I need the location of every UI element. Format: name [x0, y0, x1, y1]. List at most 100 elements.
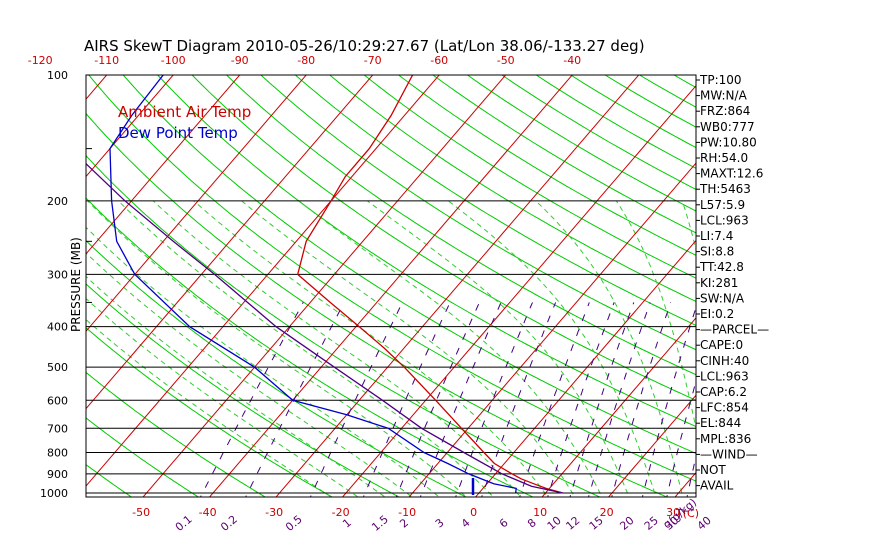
mixing-ratio-tick-label: 0.5 — [283, 513, 305, 534]
isotherm — [474, 239, 696, 497]
stat-item: EI:0.2 — [700, 307, 734, 321]
top-temp-tick-label: -120 — [28, 54, 53, 67]
stat-item: TH:5463 — [699, 182, 751, 196]
isotherm — [86, 75, 307, 333]
mixing-ratio-line — [455, 302, 533, 497]
dry-adiabat — [86, 417, 200, 497]
stat-item: MAXT:12.6 — [700, 167, 763, 181]
mixing-ratio-tick-label: 0.1 — [173, 513, 195, 534]
bottom-temp-tick-label: 0 — [470, 506, 477, 519]
stat-item: FRZ:864 — [700, 104, 750, 118]
mixing-ratio-line — [481, 302, 557, 497]
moist-adiabat — [447, 200, 657, 497]
plot-frame — [85, 74, 697, 498]
sounding-curves — [86, 75, 563, 495]
dry-adiabat — [0, 66, 71, 502]
stat-item: AVAIL — [700, 479, 734, 493]
stat-item: CAPE:0 — [700, 338, 743, 352]
mixing-ratio-line — [641, 305, 696, 497]
dry-adiabat — [86, 240, 468, 497]
dry-adiabat — [122, 75, 696, 454]
chart-title: AIRS SkewT Diagram 2010-05-26/10:29:27.6… — [84, 37, 645, 55]
dry-adiabat — [86, 371, 267, 497]
top-temp-tick-label: -70 — [364, 54, 382, 67]
isotherm — [737, 66, 870, 502]
mixing-ratio-line — [686, 454, 696, 497]
isotherm — [142, 75, 507, 497]
dry-adiabat — [86, 464, 133, 497]
isotherm — [86, 75, 108, 100]
dry-adiabat — [156, 75, 696, 428]
dry-adiabat — [225, 75, 696, 376]
bottom-temp-tick-label: 20 — [600, 506, 614, 519]
top-temp-tick-label: -110 — [94, 54, 119, 67]
dry-adiabat — [501, 75, 696, 191]
top-temp-tick-label: -90 — [231, 54, 249, 67]
stat-item: WB0:777 — [700, 120, 755, 134]
mixing-ratio-line — [547, 302, 615, 497]
mixing-ratio-line — [419, 302, 502, 497]
pressure-tick-label: 900 — [47, 468, 68, 481]
isotherm — [86, 75, 241, 255]
dry-adiabat — [86, 112, 668, 497]
adiabat-lines — [0, 66, 870, 502]
dry-adiabat — [794, 66, 870, 502]
mixing-ratio-tick-label: 1 — [340, 516, 354, 530]
dry-adiabat — [828, 66, 870, 502]
dew-point-curve — [109, 75, 517, 494]
mixing-ratio-tick-label: 1.5 — [369, 513, 391, 534]
mixing-ratio-tick-label: 20 — [617, 514, 636, 533]
moist-adiabat — [86, 318, 333, 497]
moist-adiabat — [87, 200, 467, 497]
pressure-tick-label: 700 — [47, 422, 68, 435]
stat-item: LCL:963 — [700, 213, 749, 227]
bottom-temp-tick-label: -20 — [332, 506, 350, 519]
stat-item: —PARCEL— — [700, 323, 769, 337]
moist-adiabat — [241, 200, 576, 497]
bottom-temp-tick-label: -50 — [132, 506, 150, 519]
pressure-tick-labels: 100 200 300 400 500 600 700 800 900 1000 — [40, 69, 68, 500]
dry-adiabat — [86, 197, 535, 497]
stat-item: L57:5.9 — [700, 198, 745, 212]
isotherm — [275, 75, 640, 497]
pressure-tick-label: 500 — [47, 361, 68, 374]
mixing-ratio-line — [199, 302, 304, 497]
dry-adiabat — [86, 155, 602, 497]
moist-adiabat — [615, 200, 696, 431]
isotherm — [408, 162, 696, 497]
y-axis-label: PRESSURE (MB) — [69, 237, 83, 332]
stat-item: CAP:6.2 — [700, 385, 747, 399]
stat-item: NOT — [700, 463, 726, 477]
bottom-temp-tick-label: 10 — [533, 506, 547, 519]
dry-adiabat — [294, 75, 696, 326]
top-temp-tick-label: -80 — [297, 54, 315, 67]
top-temp-tick-label: -60 — [430, 54, 448, 67]
dry-adiabat — [88, 75, 696, 482]
moist-adiabat — [152, 200, 522, 497]
pressure-tick-label: 800 — [47, 446, 68, 459]
dry-adiabat — [397, 75, 696, 256]
stat-item: PW:10.80 — [700, 135, 757, 149]
dry-adiabat — [861, 66, 870, 502]
moist-adiabat — [86, 275, 386, 497]
moist-adiabat — [86, 252, 413, 497]
stat-item: —WIND— — [700, 447, 758, 461]
stat-item: TP:100 — [699, 73, 742, 87]
x-unit-label: T(C) — [675, 507, 699, 520]
legend-dew-point: Dew Point Temp — [118, 124, 238, 142]
isotherm — [607, 394, 696, 497]
dry-adiabat — [328, 75, 696, 303]
dry-adiabat — [191, 75, 696, 401]
mixing-ratio-line — [309, 302, 403, 497]
pressure-tick-label: 100 — [47, 69, 68, 82]
bottom-temp-tick-labels: -50 -40 -30 -20 -10 0 10 20 30 — [132, 506, 680, 519]
isotherm — [86, 75, 174, 178]
mixing-ratio-line — [245, 302, 345, 497]
mixing-ratio-tick-label: 0.2 — [218, 513, 240, 534]
mixing-ratio-tick-label: 25 — [642, 514, 661, 533]
mixing-ratio-line — [611, 302, 672, 497]
mixing-ratio-line — [569, 302, 635, 497]
moist-adiabat — [86, 297, 359, 497]
